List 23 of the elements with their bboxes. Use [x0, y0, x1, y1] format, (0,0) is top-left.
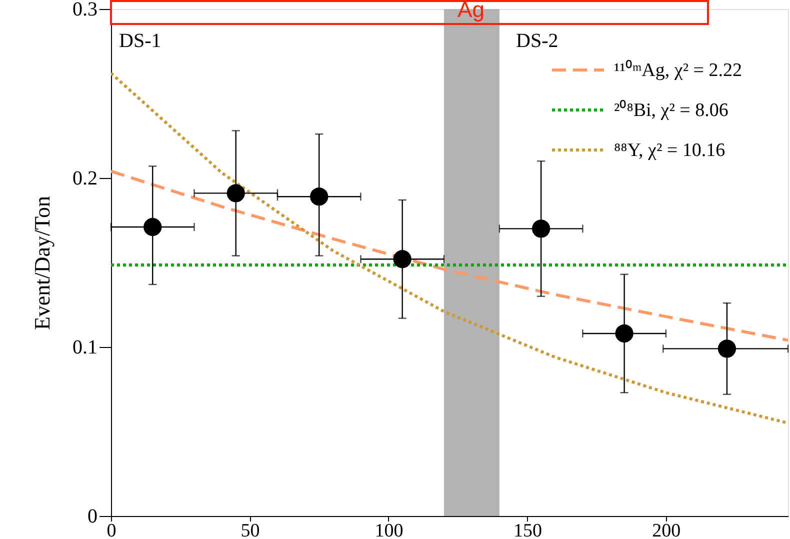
x-tick-label: 150: [513, 520, 542, 539]
point: [226, 184, 245, 202]
line-series: [111, 170, 788, 342]
x-tick-label: 50: [240, 520, 260, 539]
legend-label: ⁸⁸Y, χ² = 10.16: [614, 140, 726, 161]
x-tick-label: 0: [106, 520, 116, 539]
point: [718, 340, 736, 358]
point: [532, 220, 550, 238]
legend-label: ²⁰⁸Bi, χ² = 8.06: [614, 99, 728, 121]
point: [615, 324, 634, 343]
y-axis-title: Event/Day/Ton: [30, 196, 54, 330]
y-tick-label: 0.2: [72, 168, 98, 190]
annotation: Ag: [458, 0, 484, 22]
x-tick-label: 100: [374, 520, 404, 539]
annotation: DS-2: [516, 30, 558, 52]
legend-label: ¹¹⁰ᵐAg, χ² = 2.22: [614, 59, 742, 81]
x-tick-label: 200: [652, 520, 681, 539]
y-tick-label: 0.1: [72, 336, 98, 358]
point: [310, 188, 328, 206]
point: [393, 250, 412, 268]
point: [144, 218, 162, 236]
y-tick-label: 0.3: [72, 0, 98, 20]
annotation: DS-1: [119, 30, 162, 52]
